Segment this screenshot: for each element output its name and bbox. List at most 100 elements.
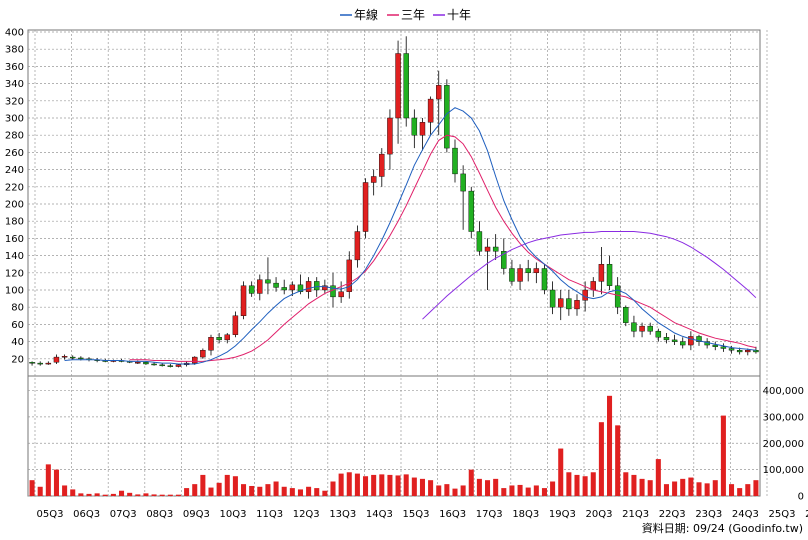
legend-label-3y-ma: 三年 [401, 8, 425, 22]
price-tick-label: 260 [5, 148, 24, 159]
candle-body [525, 268, 531, 274]
x-tick-label: 18Q3 [512, 509, 539, 520]
candle-body [338, 291, 344, 298]
volume-bar [720, 415, 726, 496]
volume-bar [379, 474, 385, 496]
x-tick-label: 25Q3 [769, 509, 796, 520]
price-tick-label: 360 [5, 62, 24, 73]
candle-body [265, 279, 271, 284]
candle-body [541, 268, 548, 291]
volume-bar [533, 485, 539, 496]
volume-bar [110, 493, 116, 496]
volume-tick-label: 400,000 [763, 386, 804, 397]
candle-body [29, 362, 35, 364]
x-tick-label: 20Q3 [586, 509, 613, 520]
volume-bar [436, 485, 442, 496]
x-tick-label: 15Q3 [403, 509, 430, 520]
candle-body [45, 362, 52, 365]
candle-body [289, 284, 296, 291]
volume-bar [224, 474, 230, 496]
price-tick-label: 320 [5, 96, 24, 107]
candle-body [688, 336, 694, 346]
candle-body [663, 337, 670, 341]
volume-bar [753, 480, 759, 496]
volume-bar [184, 488, 190, 496]
volume-tick-label: 300,000 [763, 412, 804, 423]
volume-bar [363, 476, 369, 496]
volume-bar [468, 469, 474, 496]
price-tick-label: 100 [5, 286, 24, 297]
price-tick-label: 300 [5, 114, 24, 125]
volume-bar [78, 493, 84, 496]
volume-bar [86, 493, 92, 496]
candle-body [427, 98, 434, 123]
x-tick-label: 13Q3 [329, 509, 356, 520]
candle-body [411, 117, 418, 136]
legend: 年線 三年 十年 [340, 7, 471, 22]
candle-body [696, 336, 702, 342]
volume-bar [411, 477, 417, 496]
volume-bar [688, 477, 694, 496]
candle-body [720, 346, 727, 349]
volume-bar [257, 486, 263, 496]
volume-bar [306, 486, 312, 496]
candle-body [476, 231, 483, 252]
volume-bar [428, 480, 434, 496]
candle-body [273, 282, 279, 288]
price-tick-label: 240 [5, 165, 24, 176]
candle-body [37, 362, 43, 365]
volume-tick-label: 200,000 [763, 439, 804, 450]
legend-label-10y-ma: 十年 [447, 8, 471, 22]
volume-bar [127, 492, 133, 496]
volume-bar [639, 478, 645, 496]
volume-bar [371, 474, 377, 496]
volume-bar [45, 464, 51, 496]
three-year-ma-line [129, 134, 757, 362]
candle-body [549, 289, 556, 308]
volume-bar [582, 476, 588, 496]
candle-body [468, 190, 474, 232]
candle-body [728, 348, 735, 351]
candle-body [509, 268, 515, 282]
candle-body [590, 281, 596, 291]
x-tick-label: 09Q3 [183, 509, 210, 520]
volume-tick-label: 100,000 [763, 465, 804, 476]
candle-body [159, 364, 165, 367]
candle-body [558, 298, 564, 308]
x-tick-label: 14Q3 [366, 509, 393, 520]
volume-bar [167, 494, 173, 496]
volume-bar [745, 484, 751, 496]
x-tick-label: 12Q3 [293, 509, 320, 520]
volume-bar [119, 490, 125, 496]
volume-bar [598, 422, 604, 496]
candle-body [257, 279, 263, 294]
price-tick-label: 40 [11, 337, 24, 348]
candle-body [517, 268, 523, 282]
volume-bar [395, 475, 401, 496]
candle-body [354, 231, 361, 261]
volume-bar [655, 459, 661, 496]
x-tick-label: 06Q3 [73, 509, 100, 520]
candle-body [53, 356, 60, 363]
candle-body [606, 264, 613, 286]
candle-body [655, 331, 662, 338]
volume-bar [192, 484, 198, 496]
candle-body [387, 117, 393, 155]
moving-average-lines [64, 107, 757, 365]
volume-bar [29, 480, 35, 496]
candle-body [745, 350, 751, 353]
x-tick-label: 07Q3 [110, 509, 137, 520]
volume-bar [102, 494, 108, 496]
candle-body [78, 357, 84, 360]
x-tick-label: 05Q3 [37, 509, 64, 520]
candle-body [281, 287, 287, 291]
price-tick-label: 380 [5, 45, 24, 56]
volume-bar [517, 484, 523, 496]
x-axis: 05Q3 06Q3 07Q3 08Q3 09Q3 10Q3 11Q3 12Q3 13Q3 14Q3… [37, 509, 808, 520]
volume-bar [62, 485, 68, 496]
volume-bar [297, 489, 303, 496]
candle-body [460, 173, 466, 192]
price-tick-label: 20 [11, 354, 24, 365]
candle-body [623, 307, 629, 323]
grid [27, 29, 768, 497]
